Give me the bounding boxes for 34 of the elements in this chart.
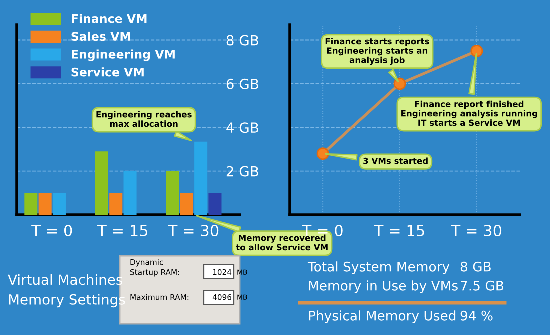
y-tick-label: 8 GB — [226, 35, 258, 46]
bar — [166, 171, 180, 215]
text: Physical Memory Used — [309, 310, 456, 324]
annotation: 3 VMs started — [364, 158, 428, 164]
bar — [110, 193, 123, 215]
legend-label: Service VM — [72, 68, 144, 77]
text: 94 % — [460, 310, 493, 321]
bar — [24, 193, 38, 215]
y-tick-label: 4 GB — [226, 122, 258, 134]
bar — [52, 193, 66, 215]
y-tick-label: 6 GB — [226, 78, 258, 90]
annotation: Engineering reaches max allocation — [96, 111, 192, 128]
annotation: Memory recovered to allow Service VM — [236, 234, 328, 251]
bar — [124, 171, 137, 215]
legend-label: Finance VM — [72, 14, 147, 24]
legend-label: Engineering VM — [72, 50, 175, 62]
x-tick-label: T = 30 — [168, 224, 219, 237]
bar — [194, 142, 208, 215]
x-tick-label: T = 30 — [451, 224, 502, 237]
text: 7.5 GB — [461, 280, 504, 291]
bar — [38, 193, 52, 215]
text: 8 GB — [460, 262, 491, 272]
legend-label: Sales VM — [72, 32, 130, 42]
text: Total System Memory — [308, 262, 450, 274]
text: Memory in Use by VMs — [309, 280, 458, 294]
annotation: Finance report finished Engineering analysis running IT starts a Service VM — [402, 100, 538, 126]
bar — [208, 193, 222, 215]
x-tick-label: T = 15 — [374, 225, 424, 237]
annotation: Finance starts reports Engineering starts an analysis job — [326, 38, 430, 66]
bar — [95, 152, 108, 215]
x-tick-label: T = 0 — [32, 224, 72, 237]
bar — [180, 193, 194, 215]
y-tick-label: 2 GB — [226, 166, 258, 177]
x-tick-label: T = 15 — [98, 225, 148, 237]
